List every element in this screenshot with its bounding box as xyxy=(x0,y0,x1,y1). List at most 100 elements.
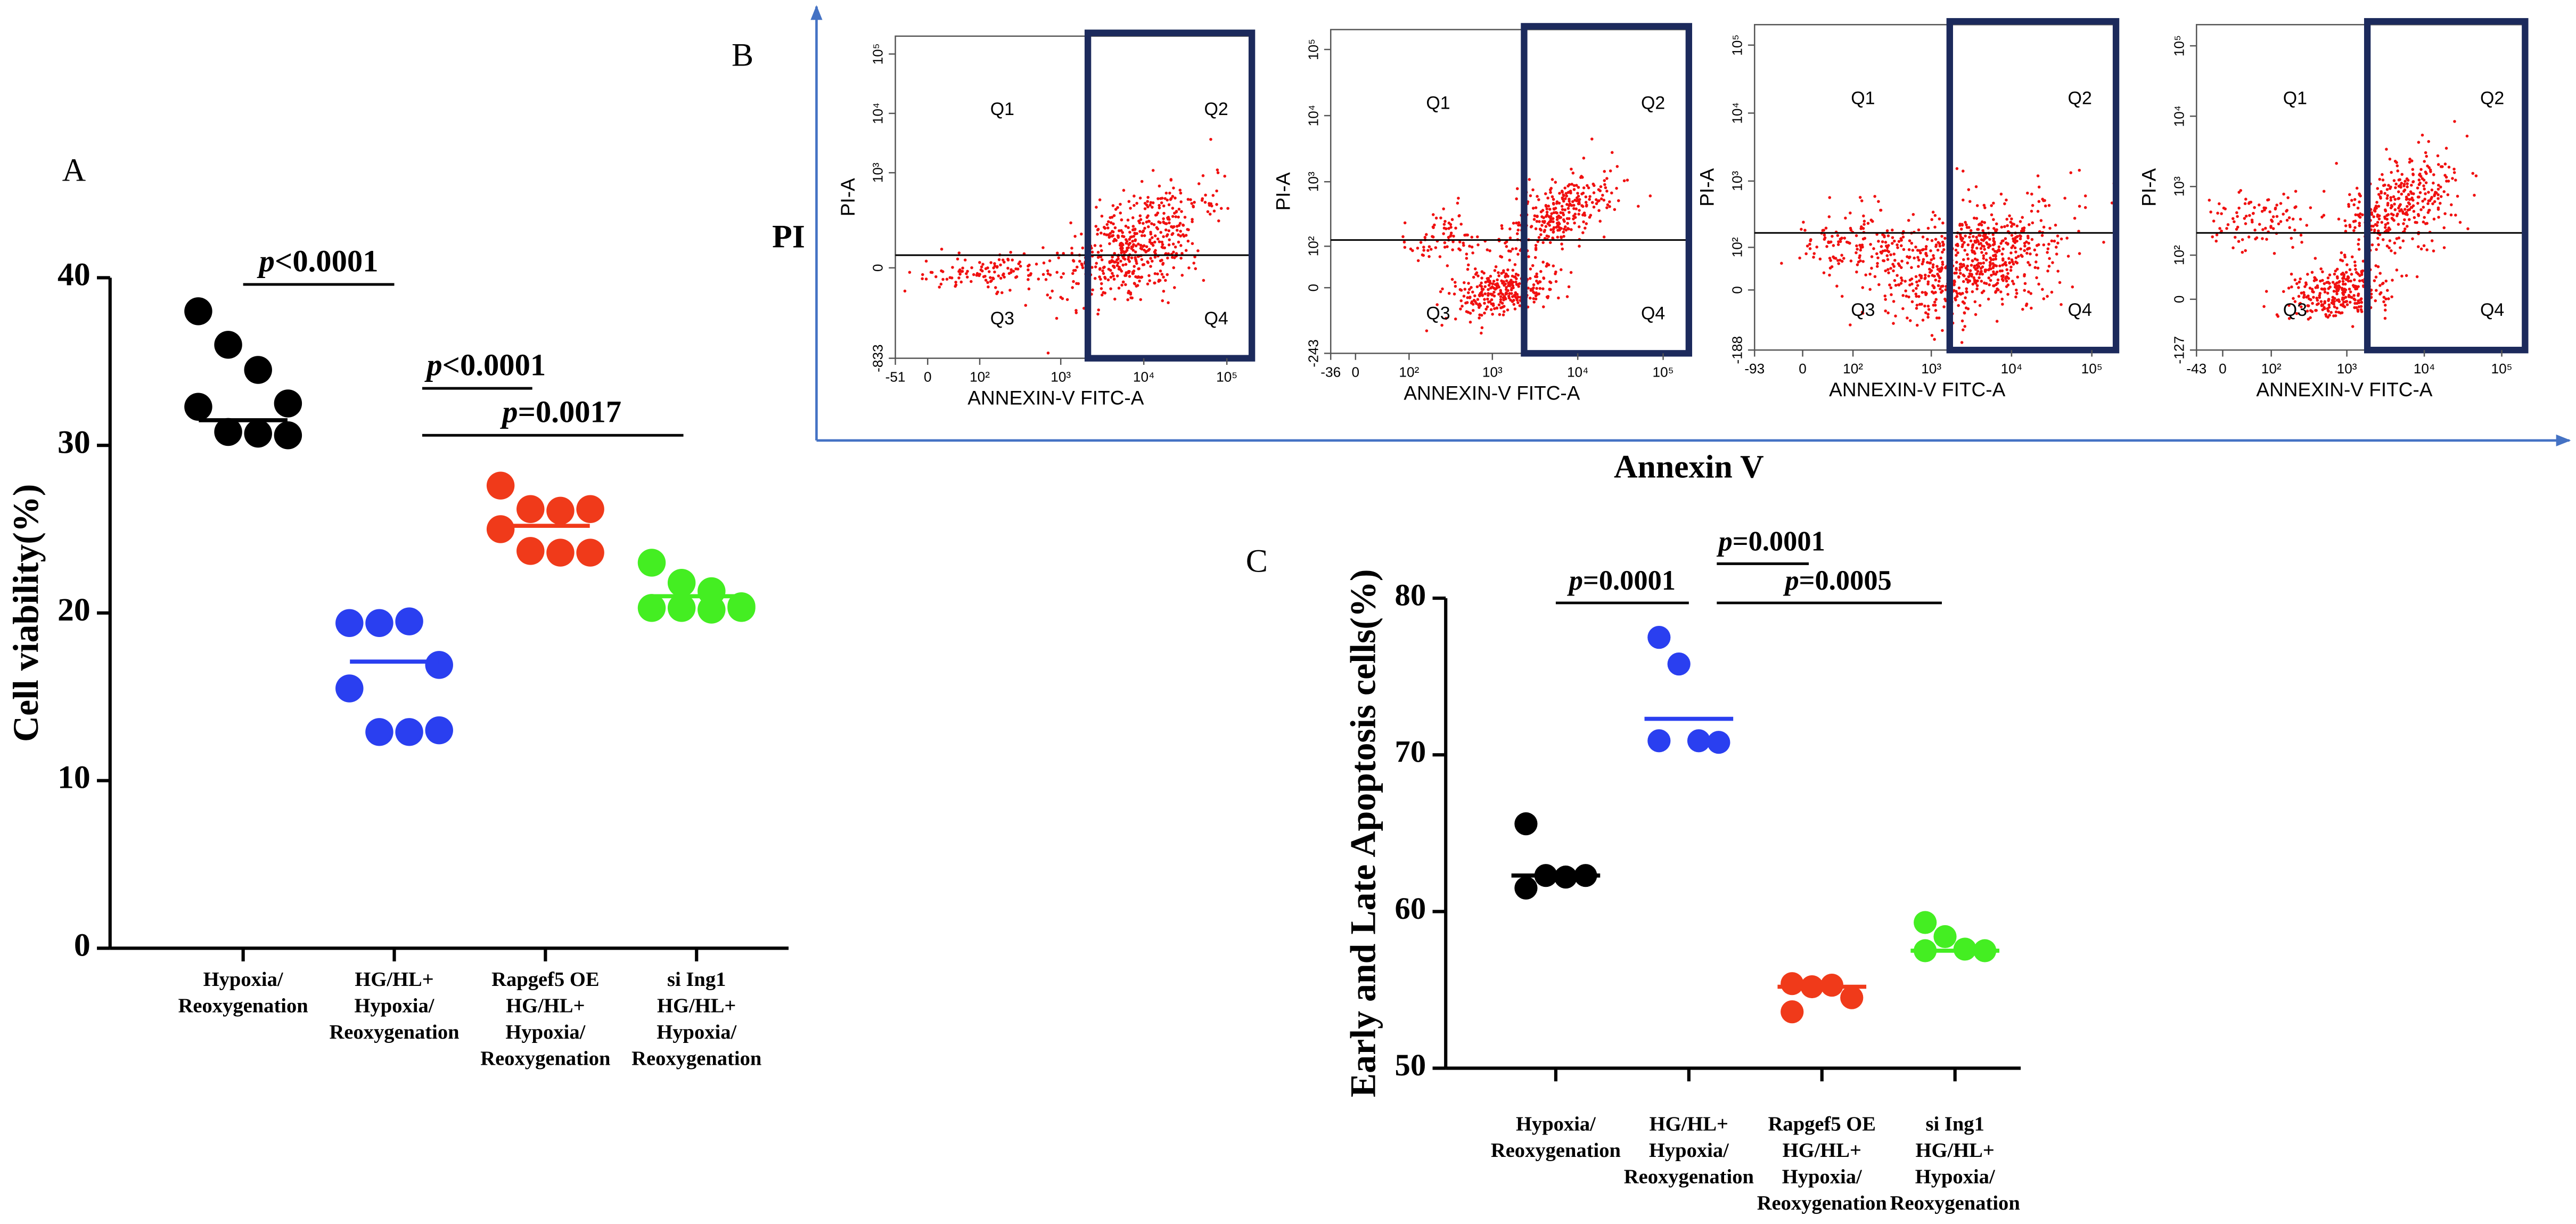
event-dot xyxy=(1931,274,1934,277)
event-dot xyxy=(1915,304,1919,307)
y-tick-label: 10² xyxy=(1729,237,1745,257)
x-axis-title: ANNEXIN-V FITC-A xyxy=(1829,378,2005,401)
event-dot xyxy=(1648,194,1652,198)
event-dot xyxy=(1549,191,1552,194)
event-dot xyxy=(1478,284,1482,287)
event-dot xyxy=(1542,276,1546,280)
y-tick-label: 0 xyxy=(2171,296,2187,304)
event-dot xyxy=(2370,243,2374,247)
x-axis-label: Annexin V xyxy=(1614,449,1764,485)
event-dot xyxy=(1955,290,1958,293)
event-dot xyxy=(2333,297,2336,300)
event-dot xyxy=(2358,279,2361,283)
data-point xyxy=(1667,652,1691,676)
event-dot xyxy=(1134,250,1137,254)
event-dot xyxy=(1419,241,1423,244)
event-dot xyxy=(1983,270,1987,273)
event-dot xyxy=(1507,284,1510,288)
event-dot xyxy=(2422,221,2425,224)
event-dot xyxy=(2385,244,2389,248)
event-dot xyxy=(1459,307,1462,311)
event-dot xyxy=(2297,295,2301,298)
event-dot xyxy=(1581,231,1585,234)
event-dot xyxy=(1978,242,1981,246)
event-dot xyxy=(2010,217,2013,221)
event-dot xyxy=(1462,243,1465,247)
y-tick-label: 10⁵ xyxy=(1305,39,1321,60)
event-dot xyxy=(2361,269,2365,273)
event-dot xyxy=(1480,276,1483,280)
event-dot xyxy=(1535,215,1539,218)
event-dot xyxy=(1042,261,1046,265)
event-dot xyxy=(1074,311,1078,314)
event-dot xyxy=(1541,209,1545,212)
event-dot xyxy=(1578,209,1581,212)
event-dot xyxy=(1513,275,1516,279)
event-dot xyxy=(2408,157,2411,161)
event-dot xyxy=(1506,289,1509,292)
event-dot xyxy=(1046,293,1049,297)
event-dot xyxy=(2408,218,2411,221)
event-dot xyxy=(1177,215,1180,219)
event-dot xyxy=(1881,249,1885,253)
event-dot xyxy=(2317,302,2320,305)
event-dot xyxy=(2334,310,2338,314)
event-dot xyxy=(1560,190,1564,193)
event-dot xyxy=(1885,229,1889,232)
event-dot xyxy=(1808,247,1812,250)
event-dot xyxy=(2306,309,2309,313)
event-dot xyxy=(1076,265,1079,269)
event-dot xyxy=(1990,213,1993,217)
event-dot xyxy=(2410,183,2413,187)
event-dot xyxy=(2321,288,2325,291)
event-dot xyxy=(1557,296,1560,300)
event-dot xyxy=(2000,239,2004,243)
event-dot xyxy=(2424,192,2427,195)
event-dot xyxy=(2343,287,2347,291)
event-dot xyxy=(1545,207,1549,210)
event-dot xyxy=(2349,290,2352,293)
event-dot xyxy=(1940,285,1943,288)
event-dot xyxy=(2392,195,2395,199)
event-dot xyxy=(1545,234,1549,238)
event-dot xyxy=(1149,201,1153,204)
event-dot xyxy=(1504,296,1507,300)
event-dot xyxy=(1151,259,1154,263)
event-dot xyxy=(1011,258,1014,262)
event-dot xyxy=(2385,148,2388,151)
event-dot xyxy=(2408,202,2411,206)
event-dot xyxy=(1546,197,1549,200)
event-dot xyxy=(1897,283,1900,287)
event-dot xyxy=(1209,137,1212,141)
event-dot xyxy=(2465,134,2469,138)
data-point xyxy=(365,718,393,746)
event-dot xyxy=(1118,229,1121,232)
event-dot xyxy=(2327,299,2330,303)
data-point xyxy=(274,389,302,418)
event-dot xyxy=(2048,257,2051,260)
event-dot xyxy=(2341,292,2345,296)
event-dot xyxy=(929,271,933,274)
event-dot xyxy=(2286,196,2290,199)
event-dot xyxy=(1516,273,1520,277)
event-dot xyxy=(1884,309,1887,313)
event-dot xyxy=(1991,243,1995,247)
event-dot xyxy=(1995,264,1998,267)
event-dot xyxy=(1910,266,1913,270)
event-dot xyxy=(2402,184,2406,187)
event-dot xyxy=(2409,206,2413,209)
x-tick-label: 10⁵ xyxy=(1653,364,1674,380)
event-dot xyxy=(1798,256,1801,260)
x-tick-label: 0 xyxy=(1352,364,1360,380)
event-dot xyxy=(1120,249,1123,252)
event-dot xyxy=(1027,268,1030,272)
event-dot xyxy=(1931,210,1935,214)
event-dot xyxy=(1578,202,1581,206)
event-dot xyxy=(2309,298,2312,301)
x-axis-title: ANNEXIN-V FITC-A xyxy=(967,387,1144,409)
event-dot xyxy=(1456,201,1459,205)
event-dot xyxy=(2330,301,2334,305)
event-dot xyxy=(1148,238,1152,241)
event-dot xyxy=(972,273,975,276)
